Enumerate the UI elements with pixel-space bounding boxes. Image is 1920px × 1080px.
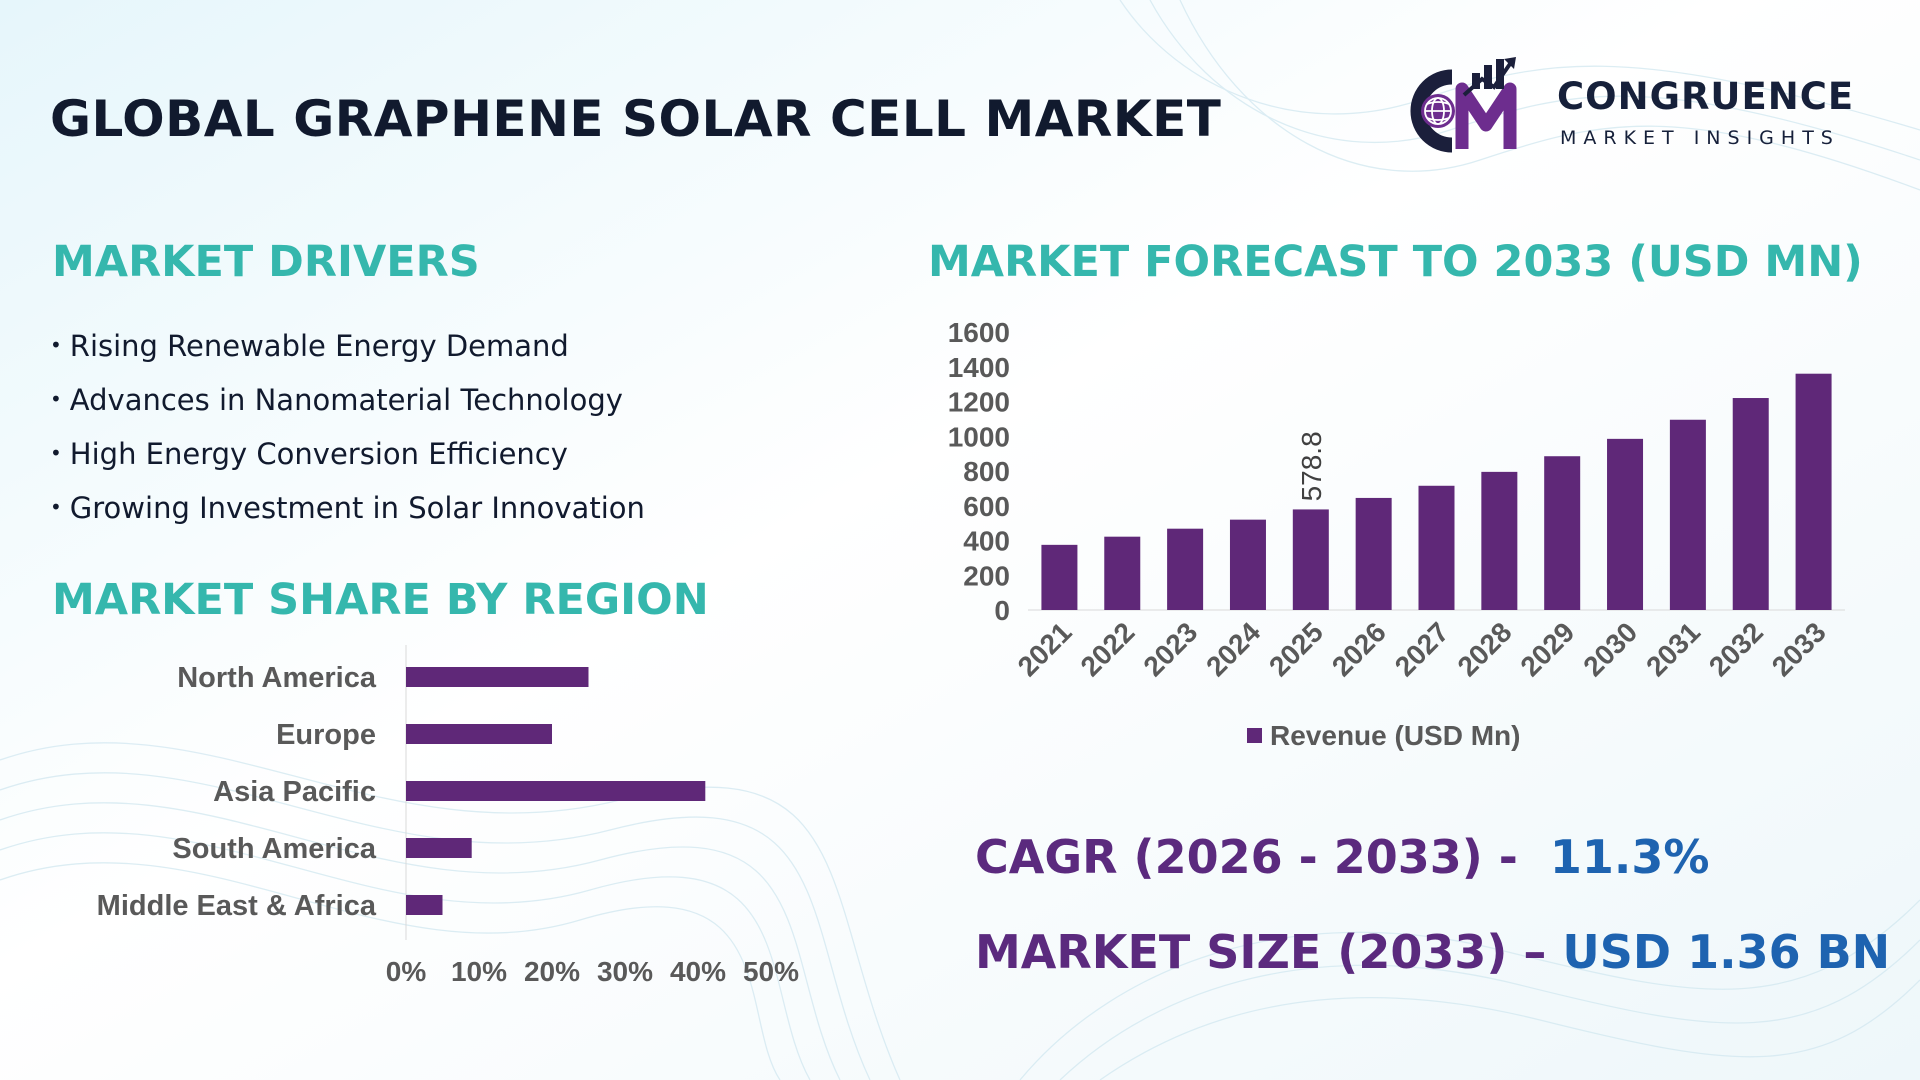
y-tick-label: 600 xyxy=(963,491,1010,522)
market-drivers-list: • Rising Renewable Energy Demand • Advance… xyxy=(50,325,645,541)
revenue-bar xyxy=(1544,456,1581,610)
cagr-label: CAGR (2026 - 2033) - xyxy=(975,830,1518,884)
x-tick-label: 2026 xyxy=(1326,616,1392,682)
region-label: North America xyxy=(177,662,377,694)
y-tick-label: 400 xyxy=(963,526,1010,557)
x-tick-label: 2032 xyxy=(1703,616,1769,682)
market-size-label: MARKET SIZE (2033) – xyxy=(975,925,1547,979)
y-tick-label: 1200 xyxy=(948,387,1010,418)
y-tick-label: 800 xyxy=(963,456,1010,487)
driver-item: • Rising Renewable Energy Demand xyxy=(50,329,569,363)
driver-item-label: Advances in Nanomaterial Technology xyxy=(69,383,623,417)
y-tick-label: 1400 xyxy=(948,352,1010,383)
x-tick-label: 10% xyxy=(451,956,507,987)
x-tick-label: 0% xyxy=(386,956,427,987)
revenue-bar xyxy=(1292,509,1329,610)
x-tick-label: 2027 xyxy=(1389,616,1455,682)
legend-label: Revenue (USD Mn) xyxy=(1270,720,1520,751)
revenue-bar xyxy=(1418,485,1455,610)
y-tick-label: 1600 xyxy=(948,317,1010,348)
x-tick-label: 40% xyxy=(670,956,726,987)
cagr-stat: CAGR (2026 - 2033) - 11.3% xyxy=(975,830,1709,884)
logo-name: CONGRUENCE xyxy=(1557,75,1855,118)
region-bar xyxy=(406,724,552,744)
region-bar xyxy=(406,781,706,801)
revenue-bar xyxy=(1795,373,1832,610)
y-tick-label: 1000 xyxy=(948,421,1010,452)
driver-item-label: Growing Investment in Solar Innovation xyxy=(69,491,645,525)
y-tick-label: 0 xyxy=(994,595,1010,626)
revenue-bar xyxy=(1481,471,1518,610)
driver-item: • Growing Investment in Solar Innovation xyxy=(50,491,645,525)
market-drivers-heading: MARKET DRIVERS xyxy=(52,237,480,287)
logo-mark-icon xyxy=(1410,57,1517,153)
market-share-heading: MARKET SHARE BY REGION xyxy=(52,575,709,625)
x-tick-label: 2024 xyxy=(1200,616,1266,682)
driver-item-label: High Energy Conversion Efficiency xyxy=(69,437,568,471)
region-bar xyxy=(406,667,589,687)
x-tick-label: 30% xyxy=(597,956,653,987)
driver-item: • High Energy Conversion Efficiency xyxy=(50,437,568,471)
region-label: Asia Pacific xyxy=(213,776,376,808)
revenue-bar xyxy=(1167,528,1204,610)
market-size-value: USD 1.36 BN xyxy=(1562,925,1891,979)
x-tick-label: 2029 xyxy=(1514,616,1580,682)
x-tick-label: 2033 xyxy=(1766,616,1832,682)
revenue-bar xyxy=(1355,497,1392,610)
legend-swatch xyxy=(1247,728,1262,743)
region-bar xyxy=(406,895,443,915)
page-title: GLOBAL GRAPHENE SOLAR CELL MARKET xyxy=(50,90,1222,148)
revenue-bar xyxy=(1041,544,1078,610)
revenue-bar xyxy=(1229,519,1266,610)
market-size-stat: MARKET SIZE (2033) – USD 1.36 BN xyxy=(975,925,1890,979)
x-tick-label: 50% xyxy=(743,956,799,987)
x-tick-label: 2023 xyxy=(1137,616,1203,682)
cagr-value: 11.3% xyxy=(1549,830,1710,884)
revenue-bar xyxy=(1669,419,1706,610)
region-label: Middle East & Africa xyxy=(97,890,377,922)
y-tick-label: 200 xyxy=(963,560,1010,591)
region-share-chart: North America Europe Asia Pacific South Ame… xyxy=(97,645,799,987)
x-tick-label: 2025 xyxy=(1263,616,1329,682)
revenue-bar xyxy=(1732,398,1769,610)
revenue-bar xyxy=(1104,536,1141,610)
x-tick-label: 2022 xyxy=(1075,616,1141,682)
driver-item: • Advances in Nanomaterial Technology xyxy=(50,383,623,417)
logo-subtitle: MARKET INSIGHTS xyxy=(1560,127,1840,149)
driver-item-label: Rising Renewable Energy Demand xyxy=(69,329,569,363)
x-tick-label: 2021 xyxy=(1012,616,1078,682)
region-bar xyxy=(406,838,472,858)
x-tick-label: 2030 xyxy=(1577,616,1643,682)
x-tick-label: 2028 xyxy=(1452,616,1518,682)
brand-logo: CONGRUENCE MARKET INSIGHTS xyxy=(1400,55,1880,160)
revenue-bar xyxy=(1607,438,1644,610)
market-forecast-heading: MARKET FORECAST TO 2033 (USD MN) xyxy=(928,237,1863,287)
region-label: Europe xyxy=(276,719,376,751)
revenue-forecast-chart: 0200400600800100012001400160020212022202… xyxy=(948,317,1845,751)
data-label: 578.8 xyxy=(1296,431,1327,501)
x-tick-label: 2031 xyxy=(1640,616,1706,682)
region-label: South America xyxy=(172,833,376,865)
x-tick-label: 20% xyxy=(524,956,580,987)
